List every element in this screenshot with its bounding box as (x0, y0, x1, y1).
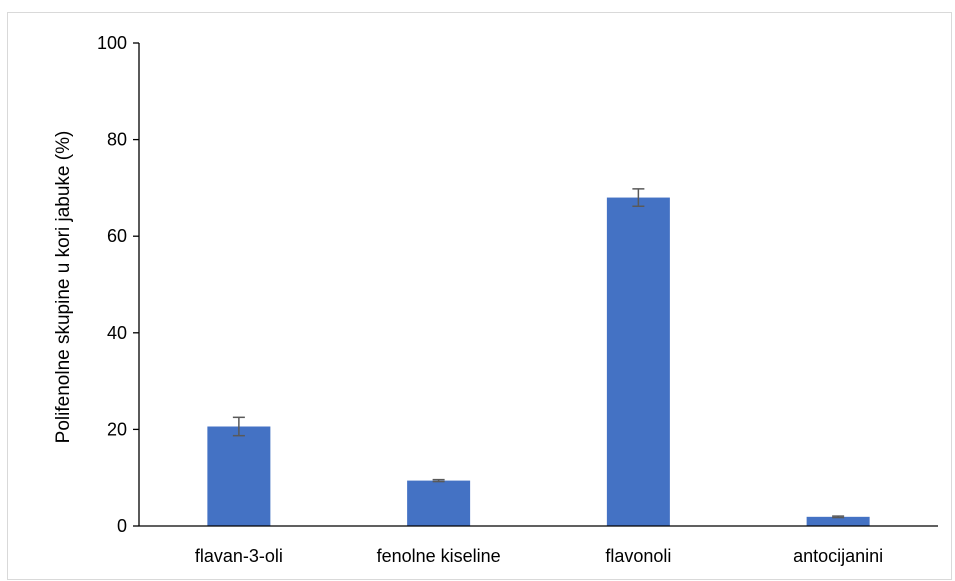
y-axis-ticks: 0 20 40 60 80 100 (97, 33, 139, 536)
x-tick-label: flavan-3-oli (195, 546, 283, 566)
y-tick-label: 80 (107, 130, 127, 150)
x-tick-label: antocijanini (793, 546, 883, 566)
chart-frame (7, 12, 952, 580)
y-tick-label: 0 (117, 516, 127, 536)
bar (806, 516, 870, 526)
x-tick-label: flavonoli (605, 546, 671, 566)
x-axis-labels: flavan-3-oli fenolne kiseline flavonoli ant… (195, 546, 883, 566)
x-tick-label: fenolne kiseline (377, 546, 501, 566)
y-axis-title: Polifenolne skupine u kori jabuke (%) (53, 131, 74, 444)
y-tick-label: 20 (107, 419, 127, 439)
y-tick-label: 40 (107, 323, 127, 343)
bars (207, 197, 870, 526)
bar (407, 480, 471, 526)
bar (606, 197, 670, 526)
y-tick-label: 100 (97, 33, 127, 53)
error-bars (232, 188, 845, 519)
y-tick-label: 60 (107, 226, 127, 246)
bar (207, 426, 271, 526)
